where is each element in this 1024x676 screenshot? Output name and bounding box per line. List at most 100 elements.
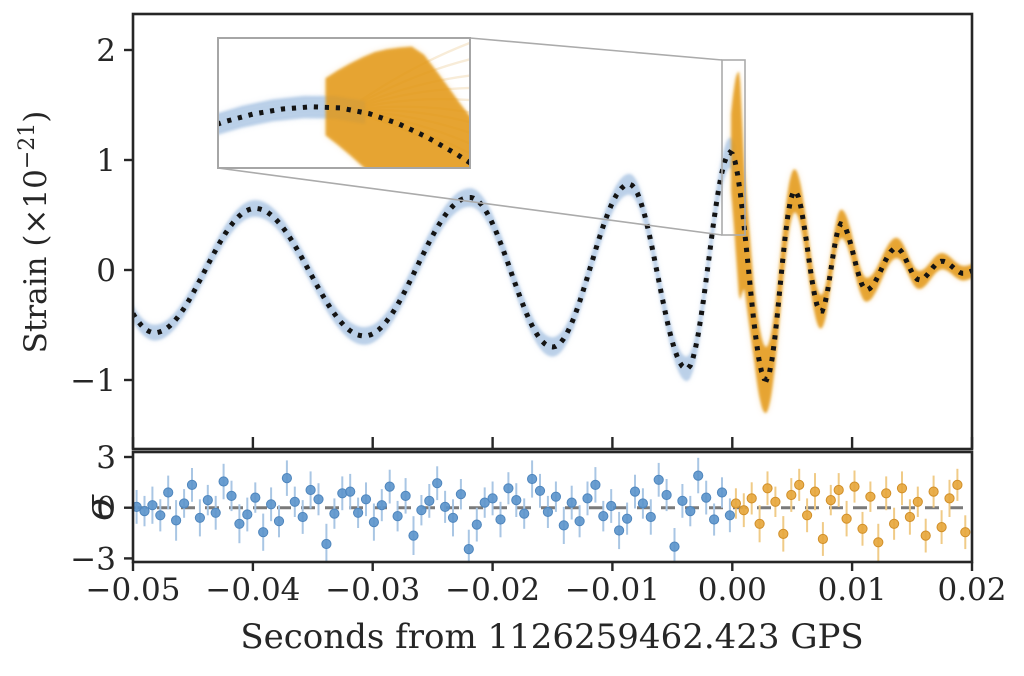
inset-panel xyxy=(217,37,471,169)
residual-point-orange xyxy=(770,496,781,507)
residual-point-blue xyxy=(716,487,728,498)
inset-connector-bottom xyxy=(217,167,723,236)
main-y-tick-label: 0 xyxy=(96,253,116,289)
residual-point-blue xyxy=(629,486,641,497)
residual-point-blue xyxy=(669,541,680,552)
pre-merger-band xyxy=(133,137,735,382)
residual-point-blue xyxy=(210,507,221,518)
inset-border xyxy=(217,37,471,169)
main-panel-border xyxy=(131,12,974,451)
residual-point-blue xyxy=(534,485,546,496)
residual-point-orange xyxy=(896,483,908,494)
residual-point-blue xyxy=(400,490,411,501)
residual-point-blue xyxy=(218,476,229,487)
residual-point-blue xyxy=(709,514,720,525)
template-waveform-dotted xyxy=(218,104,470,166)
residual-point-blue xyxy=(133,501,142,512)
residual-point-orange xyxy=(817,533,829,545)
residual-panel-data xyxy=(133,457,972,562)
residual-point-blue xyxy=(432,478,443,489)
main-y-tick-label: −1 xyxy=(70,363,116,399)
residual-y-axis-label: σ xyxy=(77,494,121,521)
residual-point-blue xyxy=(511,495,522,506)
residual-point-orange xyxy=(778,528,789,540)
residual-point-blue xyxy=(321,538,332,550)
residual-point-blue xyxy=(408,530,419,541)
residual-point-blue xyxy=(179,498,190,509)
residual-point-orange xyxy=(952,479,963,490)
residual-point-orange xyxy=(904,511,916,523)
residual-point-blue xyxy=(281,473,292,484)
post-merger-band xyxy=(731,71,972,413)
residual-point-blue xyxy=(527,473,538,485)
axis-ticks-layer: −0.05 −0.04 −0.03 −0.02 −0.01 0.00 0.01 0.02 2 1 0… xyxy=(70,33,1006,608)
residual-point-blue xyxy=(226,490,237,501)
residual-point-blue xyxy=(242,509,253,520)
residual-point-orange xyxy=(912,496,923,507)
main-y-tick-label: 1 xyxy=(96,143,116,179)
x-tick-label: 0.02 xyxy=(937,572,1006,608)
x-tick-label: 0.01 xyxy=(818,572,887,608)
residual-point-blue xyxy=(186,479,198,490)
residual-point-blue xyxy=(234,518,245,529)
residual-point-blue xyxy=(368,517,379,528)
residual-point-blue xyxy=(455,489,466,500)
residual-point-blue xyxy=(139,506,150,517)
residual-point-orange xyxy=(873,537,884,548)
residual-point-blue xyxy=(653,474,664,485)
residual-point-orange xyxy=(833,484,844,496)
residual-point-blue xyxy=(289,496,300,507)
residual-point-blue xyxy=(503,483,514,494)
residual-point-blue xyxy=(471,519,482,530)
residual-point-blue xyxy=(194,512,205,523)
residual-point-blue xyxy=(273,516,285,527)
residual-point-blue xyxy=(360,494,372,505)
residual-point-orange xyxy=(794,479,805,490)
residual-point-blue xyxy=(440,501,451,512)
residual-point-blue xyxy=(147,500,158,511)
residual-point-blue xyxy=(637,498,649,509)
residual-point-blue xyxy=(693,470,704,481)
residual-point-blue xyxy=(677,495,688,506)
residual-point-blue xyxy=(598,510,609,522)
residual-point-blue xyxy=(724,510,736,521)
residual-point-orange xyxy=(730,498,742,509)
residual-point-orange xyxy=(802,510,813,521)
residual-point-blue xyxy=(645,511,656,523)
residual-point-blue xyxy=(329,508,340,519)
main-y-tick-label: 2 xyxy=(96,33,116,69)
inset-connector-top xyxy=(469,37,723,61)
residual-point-orange xyxy=(944,493,955,504)
residual-point-blue xyxy=(479,497,490,508)
residual-point-blue xyxy=(701,492,712,503)
residual-point-blue xyxy=(685,506,696,517)
residual-point-orange xyxy=(849,481,860,492)
residual-point-blue xyxy=(590,479,601,490)
residual-point-blue xyxy=(487,493,498,504)
residual-point-blue xyxy=(661,489,672,501)
residual-point-blue xyxy=(614,525,625,536)
residual-point-blue xyxy=(519,508,530,519)
residual-point-blue xyxy=(558,520,569,531)
residual-point-orange xyxy=(825,495,836,506)
residual-point-blue xyxy=(495,514,506,525)
x-tick-label: −0.05 xyxy=(86,572,181,608)
post-merger-band xyxy=(325,46,470,168)
residual-point-orange xyxy=(786,489,797,501)
residual-point-orange xyxy=(809,486,821,497)
x-tick-label: −0.01 xyxy=(565,572,660,608)
residual-point-blue xyxy=(171,515,182,526)
residual-point-blue xyxy=(447,512,459,523)
residual-point-blue xyxy=(353,507,364,518)
residual-point-blue xyxy=(542,506,554,517)
residual-point-blue xyxy=(463,544,474,555)
template-waveform-dotted xyxy=(133,149,972,383)
residual-point-blue xyxy=(345,486,356,497)
residual-point-blue xyxy=(424,495,435,506)
residual-point-blue xyxy=(305,484,316,496)
main-panel-data xyxy=(133,71,972,413)
residual-y-tick-label: −3 xyxy=(70,541,116,577)
residual-point-orange xyxy=(881,488,892,499)
